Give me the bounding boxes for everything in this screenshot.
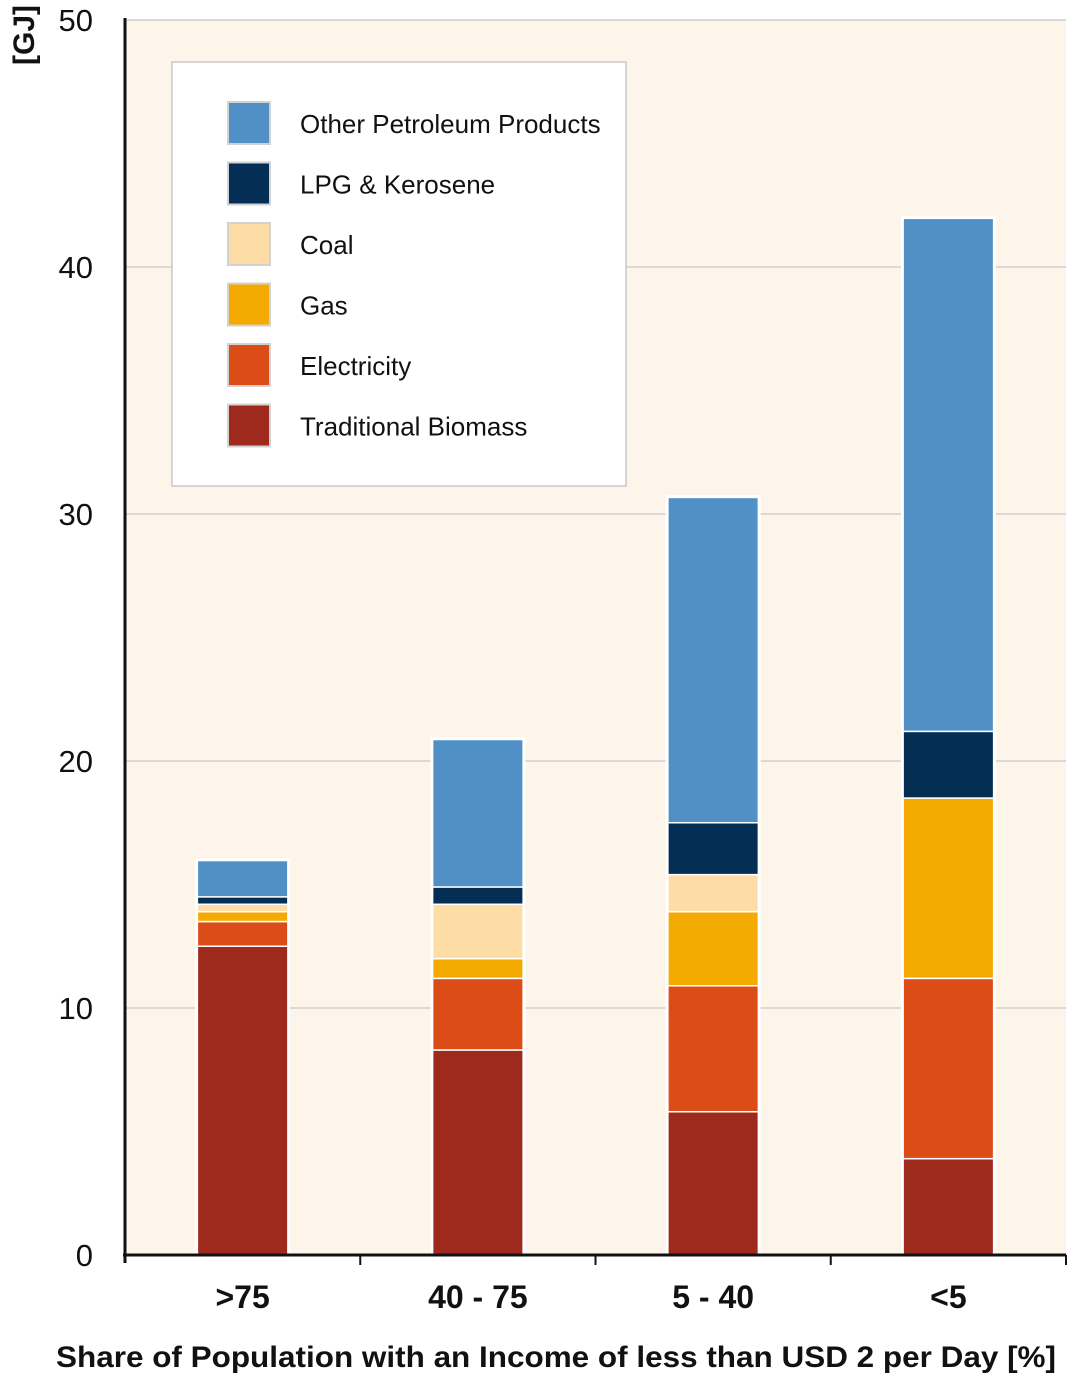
x-tick-label: 40 - 75 (428, 1279, 528, 1315)
bar-segment-lpg-kerosene (195, 896, 290, 906)
y-tick-label: 0 (76, 1238, 93, 1273)
legend-swatch (227, 101, 271, 145)
bar-segment-lpg-kerosene (666, 822, 760, 876)
bar-segment-coal (431, 903, 525, 960)
legend-label: Gas (300, 291, 348, 321)
bar-segment-other-petroleum-products (901, 216, 996, 733)
y-tick-label: 20 (59, 744, 93, 779)
legend-swatch (227, 403, 271, 448)
x-axis-ticks: >75 40 - 75 5 - 40 <5 (215, 1279, 966, 1315)
bar-segment-traditional-biomass (195, 945, 290, 1256)
x-tick-label: >75 (215, 1279, 269, 1315)
bar-segment-traditional-biomass (901, 1157, 996, 1256)
bar-segment-coal (195, 903, 290, 913)
bar-segment-gas (195, 910, 290, 923)
legend-swatch (227, 222, 271, 266)
bar-segment-other-petroleum-products (431, 738, 525, 888)
legend-label: Electricity (300, 351, 411, 381)
legend-item-traditional-biomass: Traditional Biomass (227, 403, 527, 448)
bar-segment-electricity (431, 977, 525, 1051)
bar-stack-40-75 (430, 737, 526, 1257)
y-tick-label: 50 (59, 3, 93, 38)
legend-item-lpg-kerosene: LPG & Kerosene (227, 161, 495, 206)
bar-segment-lpg-kerosene (901, 730, 996, 799)
legend-label: Coal (300, 230, 353, 260)
legend-label: LPG & Kerosene (300, 170, 495, 200)
y-axis-label: [GJ] (8, 5, 41, 65)
bar-segment-gas (901, 797, 996, 980)
bar-segment-traditional-biomass (431, 1049, 525, 1256)
bar-segment-coal (666, 873, 760, 913)
legend-swatch (227, 161, 271, 206)
y-tick-label: 30 (59, 497, 93, 532)
y-tick-label: 40 (59, 250, 93, 285)
bar-stack-75 (195, 858, 291, 1257)
legend: Other Petroleum Products LPG & Kerosene Co… (171, 61, 627, 487)
bar-segment-electricity (666, 985, 760, 1113)
x-axis-label: Share of Population with an Income of le… (56, 1341, 1056, 1374)
legend-label: Other Petroleum Products (300, 109, 601, 139)
bar-segment-lpg-kerosene (431, 886, 525, 906)
legend-item-other-petroleum-products: Other Petroleum Products (227, 101, 601, 145)
bar-segment-traditional-biomass (666, 1110, 760, 1256)
bar-stack-5 (900, 216, 996, 1257)
x-tick-label: 5 - 40 (672, 1279, 754, 1315)
x-tick-label: <5 (930, 1279, 966, 1315)
bar-segment-gas (666, 910, 760, 987)
bar-segment-electricity (901, 977, 996, 1160)
bar-segment-other-petroleum-products (195, 859, 290, 898)
bar-segment-electricity (195, 920, 290, 947)
legend-label: Traditional Biomass (300, 412, 527, 442)
bar-segment-gas (431, 957, 525, 980)
y-tick-label: 10 (59, 991, 93, 1026)
axes (123, 18, 1067, 1265)
bars (195, 216, 996, 1257)
y-axis-ticks: 0 10 20 30 40 50 (59, 3, 93, 1273)
legend-item-gas: Gas (227, 282, 348, 327)
legend-item-coal: Coal (227, 222, 353, 266)
legend-item-electricity: Electricity (227, 343, 411, 387)
legend-swatch (227, 282, 271, 327)
legend-swatch (227, 343, 271, 387)
bar-stack-5-40 (665, 495, 761, 1257)
bar-segment-other-petroleum-products (666, 495, 760, 824)
